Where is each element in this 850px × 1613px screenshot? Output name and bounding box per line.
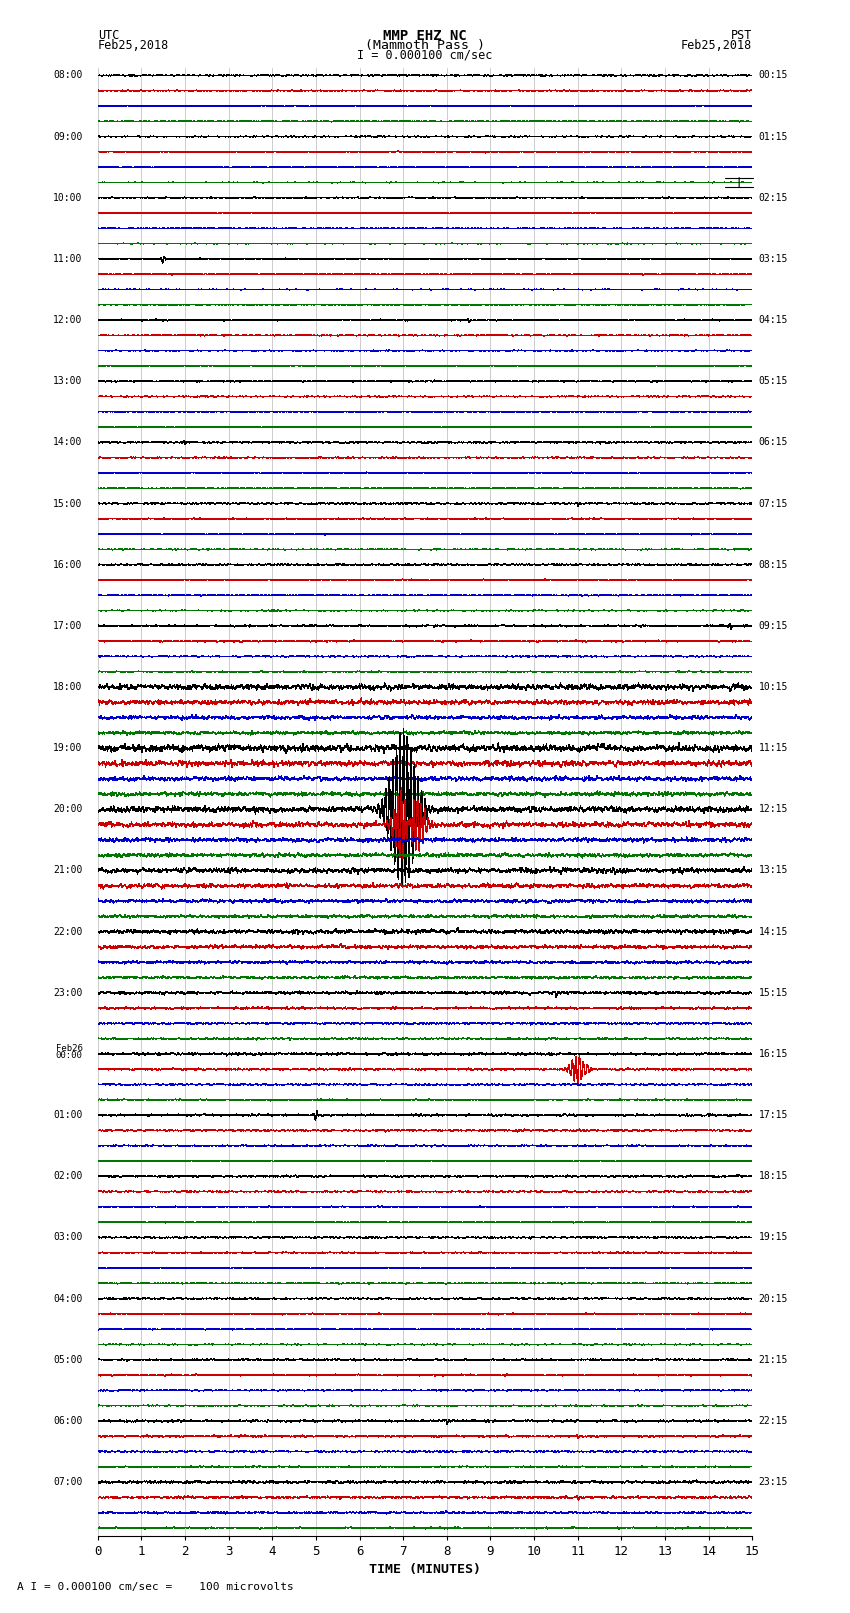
Text: 18:15: 18:15 [759, 1171, 788, 1181]
Text: (Mammoth Pass ): (Mammoth Pass ) [365, 39, 485, 52]
Text: 15:15: 15:15 [759, 987, 788, 998]
Text: 16:15: 16:15 [759, 1048, 788, 1060]
Text: 06:15: 06:15 [759, 437, 788, 447]
Text: 08:15: 08:15 [759, 560, 788, 569]
Text: 17:00: 17:00 [53, 621, 82, 631]
Text: 07:15: 07:15 [759, 498, 788, 508]
Text: 23:15: 23:15 [759, 1478, 788, 1487]
Text: 03:00: 03:00 [53, 1232, 82, 1242]
Text: Feb25,2018: Feb25,2018 [681, 39, 752, 52]
Text: 23:00: 23:00 [53, 987, 82, 998]
Text: 01:15: 01:15 [759, 132, 788, 142]
Text: 22:15: 22:15 [759, 1416, 788, 1426]
Text: 06:00: 06:00 [53, 1416, 82, 1426]
Text: 18:00: 18:00 [53, 682, 82, 692]
Text: 11:15: 11:15 [759, 744, 788, 753]
Text: 01:00: 01:00 [53, 1110, 82, 1119]
Text: 00:15: 00:15 [759, 71, 788, 81]
Text: 12:15: 12:15 [759, 805, 788, 815]
Text: MMP EHZ NC: MMP EHZ NC [383, 29, 467, 44]
Text: 14:00: 14:00 [53, 437, 82, 447]
Text: 04:15: 04:15 [759, 315, 788, 326]
Text: 00:00: 00:00 [55, 1052, 82, 1060]
Text: 09:15: 09:15 [759, 621, 788, 631]
Text: 10:00: 10:00 [53, 192, 82, 203]
Text: 09:00: 09:00 [53, 132, 82, 142]
Text: 13:00: 13:00 [53, 376, 82, 386]
Text: 02:00: 02:00 [53, 1171, 82, 1181]
Text: 16:00: 16:00 [53, 560, 82, 569]
Text: I = 0.000100 cm/sec: I = 0.000100 cm/sec [357, 48, 493, 61]
Text: Feb25,2018: Feb25,2018 [98, 39, 169, 52]
Text: 20:00: 20:00 [53, 805, 82, 815]
Text: 15:00: 15:00 [53, 498, 82, 508]
Text: 12:00: 12:00 [53, 315, 82, 326]
Text: 14:15: 14:15 [759, 926, 788, 937]
Text: 17:15: 17:15 [759, 1110, 788, 1119]
Text: 22:00: 22:00 [53, 926, 82, 937]
Text: 21:15: 21:15 [759, 1355, 788, 1365]
Text: 03:15: 03:15 [759, 253, 788, 265]
Text: 19:00: 19:00 [53, 744, 82, 753]
Text: 19:15: 19:15 [759, 1232, 788, 1242]
Text: A I = 0.000100 cm/sec =    100 microvolts: A I = 0.000100 cm/sec = 100 microvolts [17, 1582, 294, 1592]
Text: 21:00: 21:00 [53, 866, 82, 876]
Text: 10:15: 10:15 [759, 682, 788, 692]
X-axis label: TIME (MINUTES): TIME (MINUTES) [369, 1563, 481, 1576]
Text: 04:00: 04:00 [53, 1294, 82, 1303]
Text: Feb26: Feb26 [55, 1044, 82, 1053]
Text: 08:00: 08:00 [53, 71, 82, 81]
Text: 07:00: 07:00 [53, 1478, 82, 1487]
Text: UTC: UTC [98, 29, 119, 42]
Text: PST: PST [731, 29, 752, 42]
Text: 02:15: 02:15 [759, 192, 788, 203]
Text: 05:00: 05:00 [53, 1355, 82, 1365]
Text: 11:00: 11:00 [53, 253, 82, 265]
Text: 05:15: 05:15 [759, 376, 788, 386]
Text: 13:15: 13:15 [759, 866, 788, 876]
Text: 20:15: 20:15 [759, 1294, 788, 1303]
